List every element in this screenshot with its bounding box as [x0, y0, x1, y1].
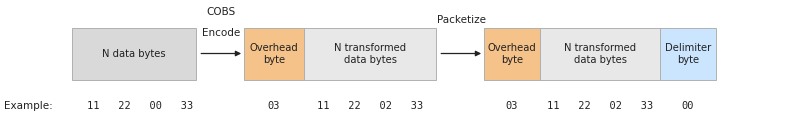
Text: Packetize: Packetize — [437, 15, 486, 25]
Text: Overhead
byte: Overhead byte — [488, 43, 536, 65]
Text: Delimiter
byte: Delimiter byte — [665, 43, 711, 65]
Text: 11   22   02   33: 11 22 02 33 — [547, 101, 653, 111]
Text: 11   22   00   33: 11 22 00 33 — [87, 101, 193, 111]
FancyBboxPatch shape — [244, 28, 304, 80]
Text: 00: 00 — [682, 101, 694, 111]
Text: COBS: COBS — [206, 7, 236, 17]
Text: 11   22   02   33: 11 22 02 33 — [318, 101, 423, 111]
Text: N data bytes: N data bytes — [102, 49, 166, 59]
Text: Overhead
byte: Overhead byte — [250, 43, 298, 65]
Text: 03: 03 — [267, 101, 280, 111]
FancyBboxPatch shape — [540, 28, 660, 80]
Text: Example:: Example: — [4, 101, 53, 111]
FancyBboxPatch shape — [484, 28, 540, 80]
Text: N transformed
data bytes: N transformed data bytes — [564, 43, 636, 65]
Text: 03: 03 — [506, 101, 518, 111]
FancyBboxPatch shape — [660, 28, 716, 80]
Text: N transformed
data bytes: N transformed data bytes — [334, 43, 406, 65]
FancyBboxPatch shape — [304, 28, 436, 80]
Text: Encode: Encode — [202, 28, 240, 38]
FancyBboxPatch shape — [72, 28, 196, 80]
